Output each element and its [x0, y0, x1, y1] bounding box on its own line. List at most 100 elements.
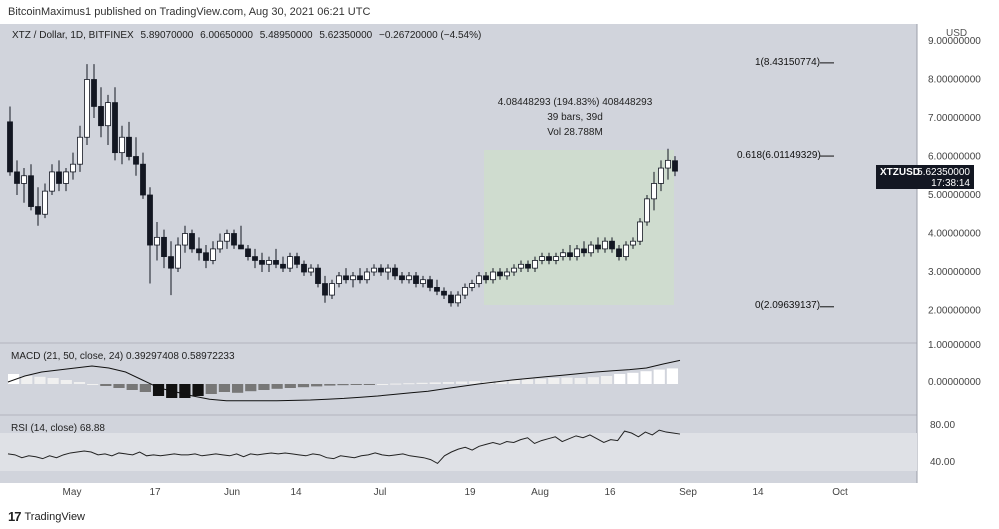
time-tick-label: Sep	[679, 487, 697, 498]
macd-hist-bar	[350, 384, 362, 385]
time-tick-label: May	[63, 487, 82, 498]
macd-hist-bar	[403, 383, 415, 385]
candle-body	[364, 271, 370, 281]
macd-hist-bar	[60, 380, 72, 384]
macd-hist-bar	[442, 382, 455, 384]
macd-tick-label: 0.00000000	[928, 377, 981, 388]
macd-hist-bar	[271, 384, 283, 389]
macd-hist-bar	[113, 384, 125, 388]
candle-body	[560, 252, 566, 257]
candle-body	[245, 248, 251, 257]
macd-signal-line	[7, 359, 681, 402]
candle-body	[42, 190, 48, 215]
candle-body	[119, 136, 125, 154]
candle-body	[672, 160, 678, 172]
candle-body	[203, 252, 209, 261]
candle-body	[63, 171, 69, 184]
macd-hist-bar	[126, 384, 138, 390]
rsi-value: 68.88	[79, 423, 105, 434]
candle-body	[161, 236, 167, 258]
fib-label-0: 0(2.09639137)	[755, 300, 821, 311]
candle-body	[385, 267, 391, 273]
rsi-tick-label: 80.00	[930, 420, 955, 431]
candle-body	[637, 221, 643, 242]
candle-body	[399, 275, 405, 281]
candle-body	[574, 248, 580, 257]
candle-body	[224, 233, 230, 242]
macd-hist-bar	[653, 369, 665, 384]
last-price-tag: XTZUSD 5.62350000 17:38:14	[876, 165, 974, 189]
candle-body	[420, 279, 426, 284]
candle-body	[350, 275, 356, 281]
time-tick-label: 14	[290, 487, 302, 498]
macd-hist-bar	[218, 384, 231, 392]
rsi-label[interactable]: RSI (14, close)	[11, 423, 78, 434]
macd-hist-bar	[311, 384, 323, 387]
macd-hist-bar	[376, 384, 389, 385]
price-tick-label: 8.00000000	[928, 75, 981, 86]
candle-body	[77, 136, 83, 165]
candle-body	[91, 79, 97, 107]
candle-body	[280, 263, 286, 269]
time-tick-label: Jul	[374, 487, 387, 498]
candle-body	[252, 256, 258, 261]
macd-hist-bar	[100, 384, 112, 386]
macd-hist-bar	[192, 384, 204, 396]
macd-hist-bar	[245, 384, 257, 392]
macd-label[interactable]: MACD (21, 50, close, 24)	[11, 351, 124, 362]
time-tick-label: 14	[752, 487, 764, 498]
candle-body	[7, 121, 13, 173]
candle-body	[301, 263, 307, 273]
macd-hist-bar	[47, 378, 59, 384]
candle-body	[357, 275, 363, 281]
price-axis-ticks: 9.00000000 8.00000000 7.00000000 6.00000000…	[928, 36, 981, 468]
macd-hist-bar	[495, 380, 507, 384]
candle-body	[406, 275, 412, 281]
measure-line-1: 4.08448293 (194.83%) 408448293	[497, 97, 653, 108]
candle-body	[315, 267, 321, 284]
macd-hist-bar	[456, 381, 468, 384]
macd-hist-bar	[390, 383, 402, 385]
macd-hist-bar	[337, 384, 349, 386]
time-axis-ticks: May 17 Jun 14 Jul 19 Aug 16 Sep 14 Oct	[63, 487, 848, 498]
candle-body	[553, 256, 559, 261]
candle-body	[112, 102, 118, 154]
candle-body	[35, 206, 41, 215]
brand-text[interactable]: TradingView	[24, 510, 86, 523]
time-axis-panel	[0, 483, 999, 503]
candle-body	[469, 283, 475, 288]
candle-body	[168, 256, 174, 269]
macd-hist-bar	[600, 376, 613, 384]
candle-body	[84, 79, 90, 138]
price-tick-label: 4.00000000	[928, 229, 981, 240]
symbol-title[interactable]: XTZ / Dollar, 1D, BITFINEX	[12, 30, 134, 41]
tag-countdown: 17:38:14	[931, 178, 970, 189]
candle-body	[329, 283, 335, 296]
candle-body	[28, 175, 34, 207]
candle-body	[196, 248, 202, 254]
candle-body	[238, 244, 244, 250]
price-tick-label: 7.00000000	[928, 113, 981, 124]
candle-body	[462, 286, 468, 296]
candle-body	[567, 252, 573, 257]
candle-body	[70, 163, 76, 173]
candle-body	[413, 275, 419, 284]
candle-body	[210, 248, 216, 261]
candle-body	[623, 244, 629, 258]
candle-body	[602, 240, 608, 250]
measure-line-2: 39 bars, 39d	[547, 112, 603, 123]
time-tick-label: 16	[604, 487, 616, 498]
candle-body	[455, 294, 461, 304]
candle-body	[56, 171, 62, 184]
publisher-caption: BitcoinMaximus1 published on TradingView…	[8, 6, 371, 18]
macd-value-1: 0.39297408	[126, 351, 179, 362]
candle-body	[154, 236, 160, 246]
candle-body	[259, 260, 265, 265]
candle-body	[336, 275, 342, 284]
rsi-legend: RSI (14, close) 68.88	[11, 423, 105, 434]
candle-body	[476, 275, 482, 284]
candle-body	[371, 267, 377, 273]
footer-brand: 17 TradingView	[8, 509, 85, 524]
candle-body	[175, 244, 181, 269]
